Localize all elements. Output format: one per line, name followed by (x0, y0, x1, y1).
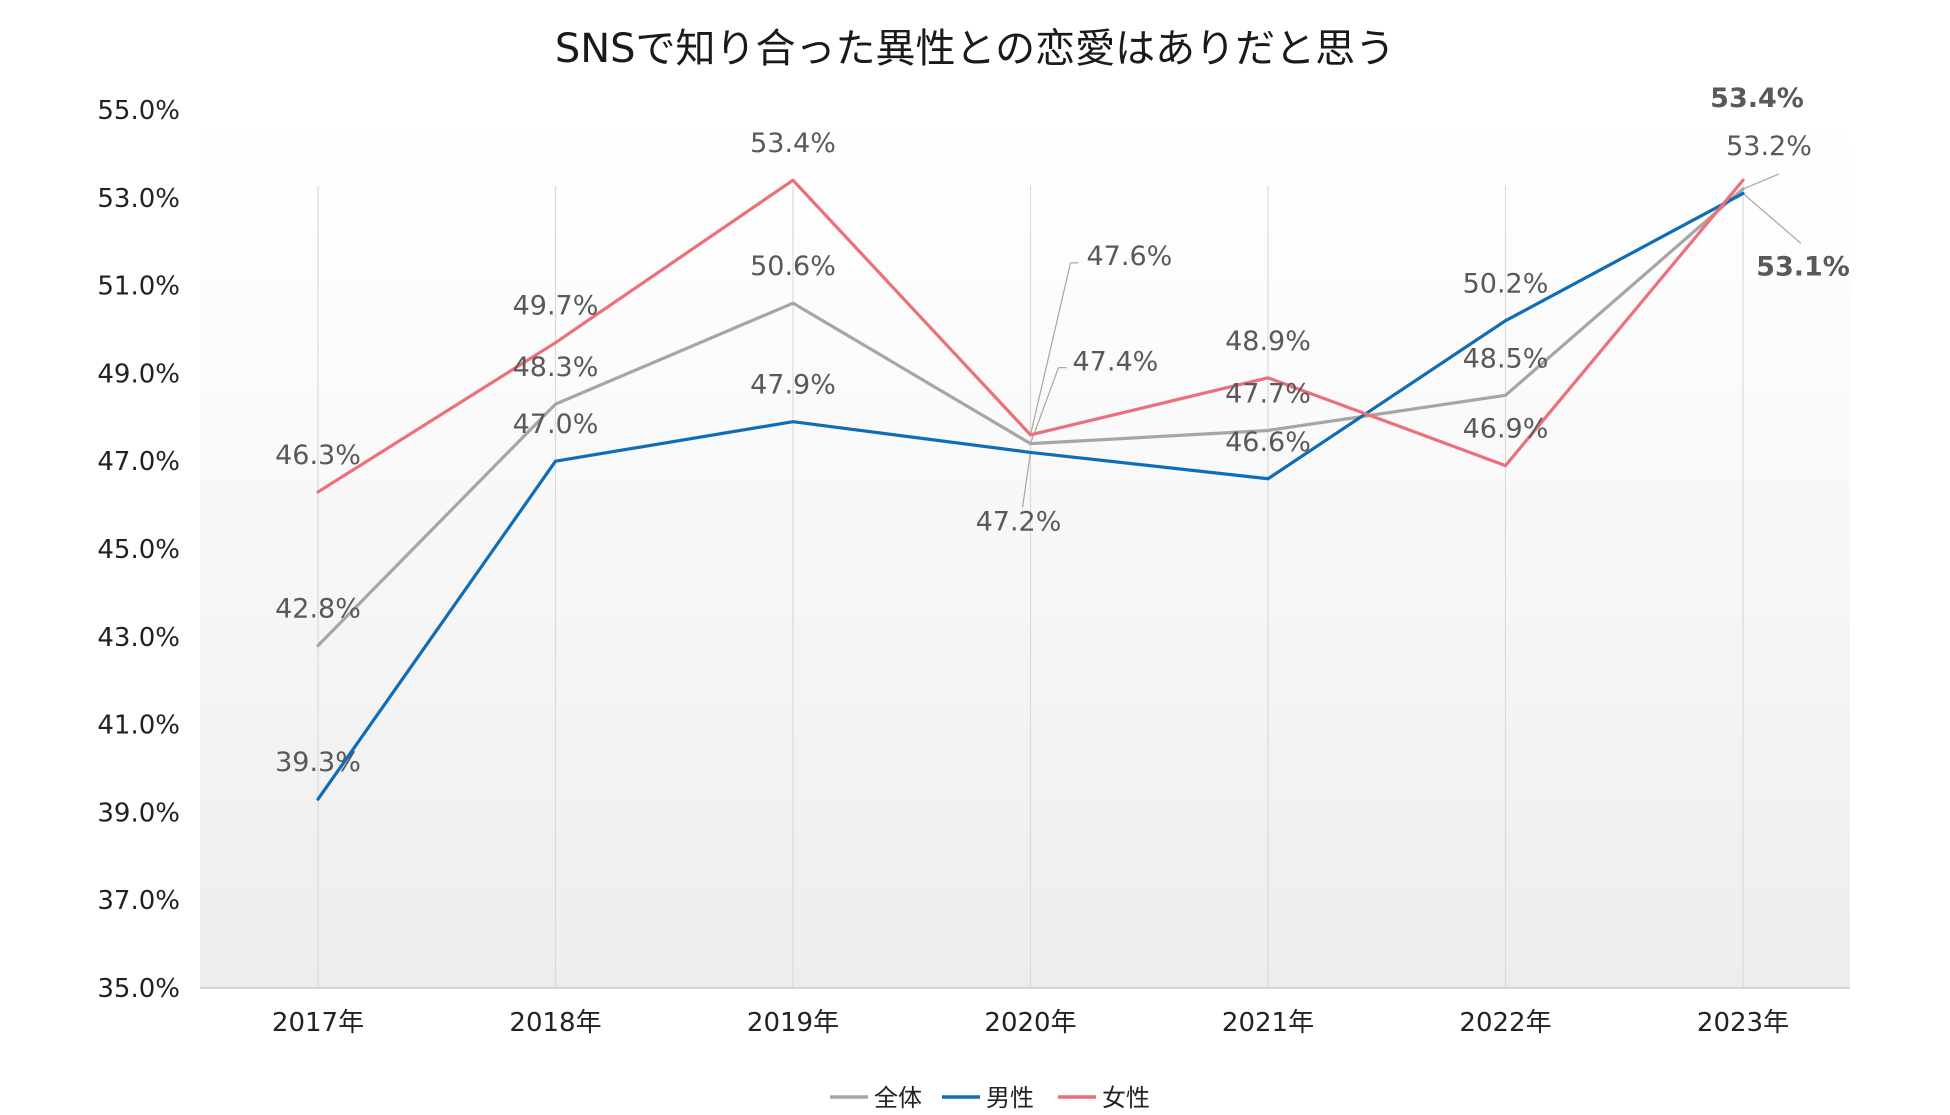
x-tick-label: 2022年 (1459, 1008, 1551, 1038)
x-tick-label: 2019年 (747, 1008, 839, 1038)
data-label-male: 50.2% (1463, 269, 1549, 300)
y-tick-label: 47.0% (97, 447, 180, 477)
label-leader-line (1029, 262, 1072, 435)
data-label-all: 47.7% (1225, 378, 1311, 409)
label-leader-line (1742, 173, 1780, 190)
x-tick-label: 2021年 (1222, 1008, 1314, 1038)
legend-label-female: 女性 (1102, 1084, 1150, 1112)
label-leader-line (1021, 452, 1032, 508)
x-tick-label: 2020年 (984, 1008, 1076, 1038)
x-tick-label: 2023年 (1697, 1008, 1789, 1038)
data-label-female: 48.9% (1225, 326, 1311, 357)
data-label-female: 53.4% (1710, 83, 1804, 114)
data-label-female: 47.6% (1087, 241, 1173, 272)
label-leader-line (1742, 192, 1802, 244)
data-label-all: 48.3% (513, 352, 599, 383)
y-tick-label: 51.0% (97, 272, 180, 302)
label-leader-line (1029, 367, 1060, 444)
data-label-all: 47.4% (1073, 347, 1159, 378)
y-tick-label: 53.0% (97, 184, 180, 214)
data-label-all: 48.5% (1463, 343, 1549, 374)
chart-title: SNSで知り合った異性との恋愛はありだと思う (555, 26, 1395, 72)
x-tick-label: 2017年 (272, 1008, 364, 1038)
y-tick-label: 43.0% (97, 623, 180, 653)
data-label-male: 53.1% (1756, 251, 1850, 282)
data-label-all: 53.2% (1726, 131, 1812, 162)
data-label-male: 47.0% (513, 409, 599, 440)
y-tick-label: 35.0% (97, 974, 180, 1004)
y-tick-label: 45.0% (97, 535, 180, 565)
y-tick-label: 41.0% (97, 711, 180, 741)
y-tick-label: 37.0% (97, 886, 180, 916)
data-label-female: 46.3% (275, 440, 361, 471)
data-label-male: 46.6% (1225, 427, 1311, 458)
data-label-male: 39.3% (275, 747, 361, 778)
legend-label-all: 全体 (874, 1084, 922, 1112)
y-tick-label: 55.0% (97, 96, 180, 126)
legend-label-male: 男性 (986, 1084, 1034, 1112)
series-line-male (316, 191, 1745, 801)
plot-area (200, 110, 1850, 988)
data-label-all: 42.8% (275, 594, 361, 625)
data-label-female: 49.7% (513, 291, 599, 322)
x-tick-label: 2018年 (509, 1008, 601, 1038)
data-label-male: 47.9% (750, 370, 836, 401)
data-label-all: 50.6% (750, 251, 836, 282)
y-tick-label: 49.0% (97, 359, 180, 389)
data-label-male: 47.2% (976, 506, 1062, 537)
data-label-female: 46.9% (1463, 414, 1549, 445)
series-line-all (316, 187, 1745, 648)
y-tick-label: 39.0% (97, 798, 180, 828)
data-label-female: 53.4% (750, 128, 836, 159)
series-line-female (316, 178, 1745, 494)
